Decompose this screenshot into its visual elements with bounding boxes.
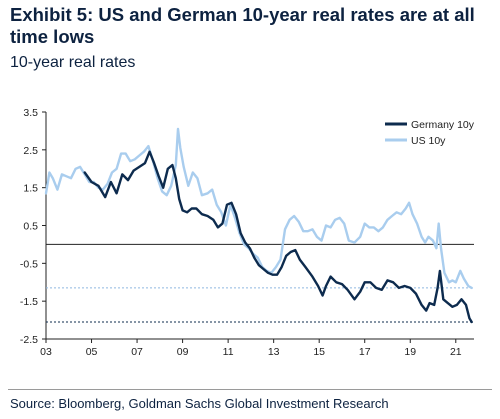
x-tick-label: 05 — [86, 346, 98, 358]
reference-lines — [46, 287, 474, 323]
y-tick-label: -2.5 — [20, 334, 38, 346]
x-tick-label: 03 — [40, 346, 52, 358]
y-tick-label: -0.5 — [20, 258, 38, 270]
footer-divider — [8, 389, 492, 390]
exhibit-title: Exhibit 5: US and German 10-year real ra… — [10, 4, 475, 47]
x-tick-label: 11 — [223, 346, 234, 358]
x-tick-label: 07 — [131, 346, 143, 358]
real-rates-line-chart: 3.5 2.5 1.5 0.5 -0.5 -1.5 -2.503 05 07 09 11 13 15 17… — [20, 107, 475, 358]
y-tick-label: 1.5 — [23, 183, 38, 195]
x-tick-label: 15 — [313, 346, 325, 358]
legend-label: Germany 10y — [411, 119, 475, 131]
x-tick-label: 17 — [359, 346, 371, 358]
source-note: Source: Bloomberg, Goldman Sachs Global … — [10, 396, 389, 411]
axes-layer: 3.5 2.5 1.5 0.5 -0.5 -1.5 -2.503 05 07 09 11 13 15 17… — [20, 107, 474, 358]
x-tick-label: 13 — [268, 346, 280, 358]
chart-legend: Germany 10y US 10y — [385, 119, 475, 147]
y-tick-label: 2.5 — [23, 145, 38, 157]
legend-label: US 10y — [411, 135, 446, 147]
y-tick-label: 3.5 — [23, 107, 38, 119]
series-layer — [44, 127, 473, 324]
y-tick-label: 0.5 — [23, 221, 38, 233]
x-tick-label: 19 — [404, 346, 416, 358]
x-tick-label: 09 — [177, 346, 189, 358]
x-tick-label: 21 — [450, 346, 462, 358]
chart-subtitle: 10-year real rates — [10, 54, 136, 71]
y-tick-label: -1.5 — [20, 296, 38, 308]
series-line-germany-10y — [83, 150, 473, 324]
